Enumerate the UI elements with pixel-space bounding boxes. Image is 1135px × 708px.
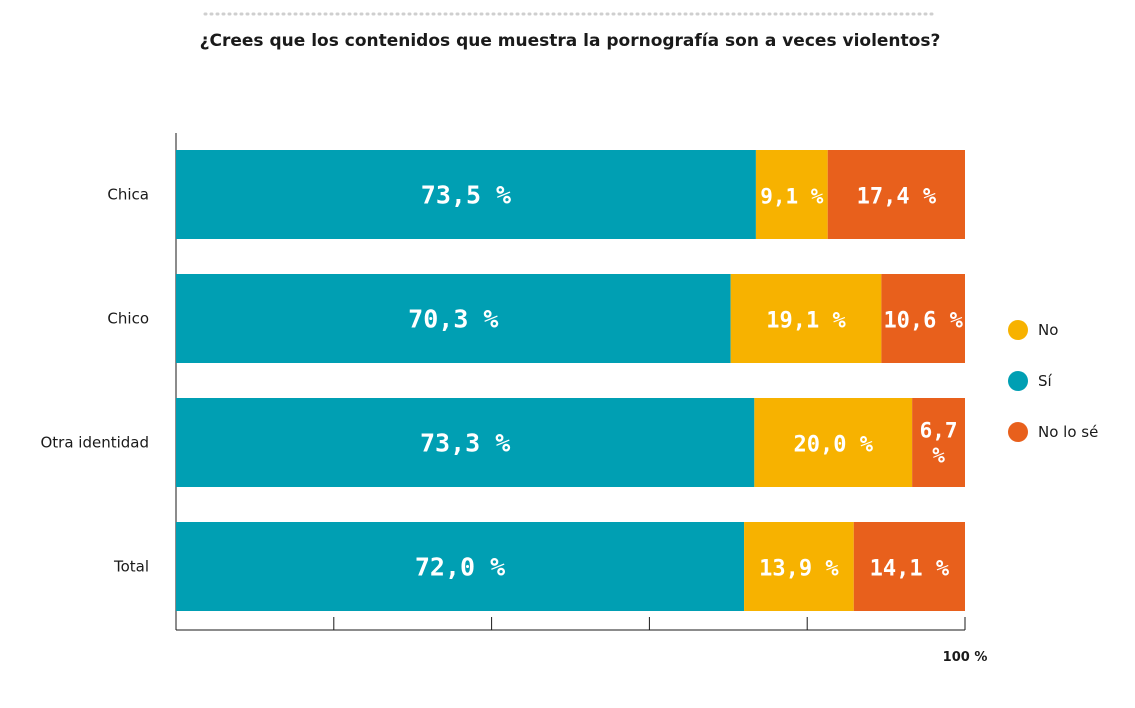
category-label: Otra identidad: [40, 434, 149, 452]
data-label: 70,3 %: [408, 305, 498, 334]
legend: No Sí No lo sé: [1008, 320, 1098, 442]
category-label: Chico: [107, 310, 149, 328]
bar-segment: [755, 150, 828, 239]
bar-segment: [176, 274, 731, 363]
legend-label: Sí: [1038, 372, 1053, 390]
data-label: 13,9 %: [759, 557, 839, 582]
x-tick-label: 100 %: [943, 650, 988, 665]
legend-swatch: [1008, 320, 1028, 340]
bar-segment: [881, 274, 965, 363]
legend-swatch: [1008, 371, 1028, 391]
bar-segment: [176, 398, 755, 487]
bar-segment: [730, 274, 882, 363]
chart-title: ¿Crees que los contenidos que muestra la…: [200, 31, 941, 51]
bar-segment: [744, 522, 854, 611]
data-label: 20,0 %: [793, 433, 873, 458]
plot-area: 100 % Chica 73,5 % 9,1 % 17,4 % Chico 70,3 % 19…: [40, 133, 987, 665]
data-label: 73,3 %: [420, 429, 510, 458]
data-label: 9,1 %: [760, 185, 824, 209]
bar-segment: [176, 522, 745, 611]
data-label: 14,1 %: [870, 557, 950, 582]
category-label: Total: [113, 558, 149, 576]
bar-segment: [176, 150, 756, 239]
bar-segment: [754, 398, 913, 487]
legend-label: No: [1038, 321, 1058, 339]
bar-segment: [853, 522, 965, 611]
category-label: Chica: [107, 186, 149, 204]
data-label: 73,5 %: [421, 181, 511, 210]
data-label: 17,4 %: [857, 185, 937, 210]
data-label: 19,1 %: [766, 309, 846, 334]
data-label: 72,0 %: [415, 553, 505, 582]
bar-segment: [912, 398, 965, 487]
data-label: 10,6 %: [883, 309, 963, 334]
bar-segment: [827, 150, 965, 239]
legend-swatch: [1008, 422, 1028, 442]
data-label: 6,7%: [920, 419, 958, 468]
legend-label: No lo sé: [1038, 423, 1098, 441]
